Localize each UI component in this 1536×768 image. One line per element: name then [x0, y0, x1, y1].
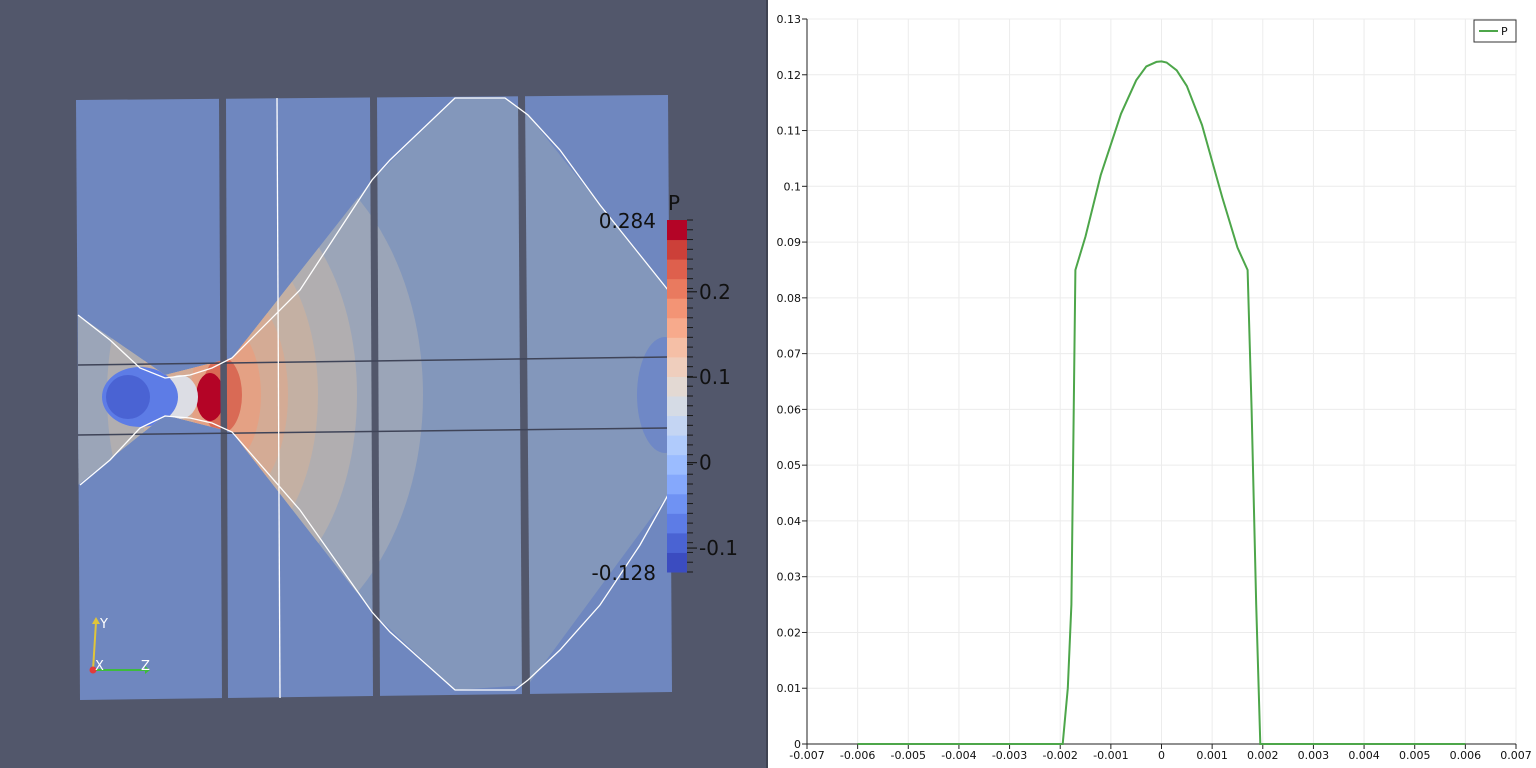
y-axis-arrow-icon — [92, 617, 100, 624]
colorbar-tick-label: 0 — [699, 451, 712, 475]
y-tick-label: 0.08 — [777, 292, 802, 305]
colorbar-swatch — [667, 532, 687, 553]
colorbar-swatch — [667, 435, 687, 456]
colorbar-tick-label: -0.1 — [699, 536, 738, 560]
x-tick-label: -0.001 — [1093, 749, 1128, 762]
line-chart-view[interactable]: 0 0.01 0.02 0.03 0.04 0.05 0.06 0.07 0.08 0.09 0.1… — [768, 0, 1536, 768]
x-tick-label: 0.004 — [1348, 749, 1380, 762]
x-tick-label: 0.007 — [1500, 749, 1532, 762]
triad-x-label: X — [95, 659, 104, 674]
x-tick-label: 0.005 — [1399, 749, 1431, 762]
x-tick-label: 0.006 — [1450, 749, 1482, 762]
x-tick-label: -0.007 — [789, 749, 824, 762]
y-tick-label: 0.05 — [777, 459, 802, 472]
y-tick-label: 0.04 — [777, 515, 802, 528]
colorbar-swatch — [667, 552, 687, 573]
y-tick-label: 0.02 — [777, 626, 802, 639]
colorbar-swatch — [667, 454, 687, 475]
z-axis-arrow-icon — [145, 666, 150, 674]
triad-z-label: Z — [141, 659, 150, 674]
x-tick-label: -0.003 — [992, 749, 1027, 762]
y-tick-label: 0.03 — [777, 571, 802, 584]
axes: 0 0.01 0.02 0.03 0.04 0.05 0.06 0.07 0.08 0.09 0.1… — [777, 13, 1532, 762]
colorbar-swatch — [667, 239, 687, 260]
colorbar-swatch — [667, 396, 687, 417]
legend[interactable]: P — [1473, 19, 1517, 43]
y-tick-label: 0.07 — [777, 348, 802, 361]
x-tick-label: 0.003 — [1298, 749, 1330, 762]
colorbar-max-label: 0.284 — [599, 209, 656, 233]
colorbar-swatch — [667, 337, 687, 358]
colorbar-swatch — [667, 513, 687, 534]
mesh-gaps — [219, 95, 530, 700]
colorbar-title: P — [668, 191, 680, 215]
y-tick-label: 0.12 — [777, 69, 802, 82]
colorbar-swatches — [667, 220, 687, 573]
colorbar-swatch — [667, 415, 687, 436]
x-axis-dot-icon — [89, 666, 97, 674]
colorbar-swatch — [667, 356, 687, 377]
colorbar-swatch — [667, 493, 687, 514]
pressure-field-render[interactable]: P 0.284 -0.128 0.2 0.1 0 -0.1 Y X Z — [0, 0, 766, 768]
series-layer — [857, 60, 1466, 745]
colorbar-swatch — [667, 376, 687, 397]
colorbar-swatch — [667, 317, 687, 338]
colorbar-min-label: -0.128 — [592, 561, 656, 585]
colorbar-tick-label: 0.2 — [699, 280, 731, 304]
x-tick-label: -0.006 — [840, 749, 875, 762]
legend-label-p: P — [1501, 25, 1508, 38]
colorbar-tick-label: 0.1 — [699, 365, 731, 389]
colorbar: P 0.284 -0.128 0.2 0.1 0 -0.1 — [592, 191, 739, 585]
contour-lines — [77, 97, 669, 699]
triad-y-label: Y — [99, 617, 108, 632]
view-divider[interactable] — [766, 0, 768, 768]
series-line-p — [857, 60, 1466, 745]
y-tick-label: 0.09 — [777, 236, 802, 249]
y-tick-label: 0.11 — [777, 125, 802, 138]
y-tick-label: 0 — [794, 738, 801, 751]
colorbar-swatch — [667, 298, 687, 319]
grid — [806, 18, 1517, 745]
x-tick-label: 0.002 — [1247, 749, 1279, 762]
x-tick-label: -0.005 — [891, 749, 926, 762]
colorbar-swatch — [667, 278, 687, 299]
y-tick-label: 0.01 — [777, 682, 802, 695]
y-tick-label: 0.06 — [777, 403, 802, 416]
line-chart[interactable]: 0 0.01 0.02 0.03 0.04 0.05 0.06 0.07 0.08 0.09 0.1… — [768, 0, 1536, 768]
render-view[interactable]: P 0.284 -0.128 0.2 0.1 0 -0.1 Y X Z — [0, 0, 768, 768]
x-tick-label: -0.004 — [941, 749, 976, 762]
x-tick-label: 0 — [1158, 749, 1165, 762]
colorbar-swatch — [667, 259, 687, 280]
y-tick-label: 0.13 — [777, 13, 802, 26]
colorbar-swatch — [667, 220, 687, 241]
colorbar-swatch — [667, 474, 687, 495]
axes-triad: Y X Z — [89, 617, 150, 674]
mesh-lines — [77, 356, 669, 436]
x-tick-label: 0.001 — [1196, 749, 1228, 762]
x-tick-label: -0.002 — [1042, 749, 1077, 762]
y-tick-label: 0.1 — [784, 180, 802, 193]
